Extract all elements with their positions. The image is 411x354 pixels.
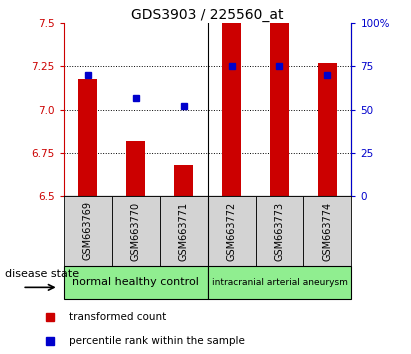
Bar [222, 23, 241, 196]
Bar [208, 266, 351, 299]
Bar [126, 141, 145, 196]
Text: GSM663771: GSM663771 [179, 201, 189, 261]
Bar [256, 196, 303, 266]
Bar [64, 196, 112, 266]
Text: GSM663774: GSM663774 [323, 201, 332, 261]
Bar [78, 79, 97, 196]
Bar [112, 196, 159, 266]
Text: disease state: disease state [5, 269, 79, 279]
Bar [303, 196, 351, 266]
Text: transformed count: transformed count [69, 312, 166, 322]
Bar [174, 165, 193, 196]
Text: intracranial arterial aneurysm: intracranial arterial aneurysm [212, 278, 347, 287]
Text: percentile rank within the sample: percentile rank within the sample [69, 336, 245, 346]
Bar [64, 266, 208, 299]
Text: normal healthy control: normal healthy control [72, 277, 199, 287]
Bar [208, 196, 256, 266]
Text: GSM663769: GSM663769 [83, 201, 92, 261]
Title: GDS3903 / 225560_at: GDS3903 / 225560_at [131, 8, 284, 22]
Text: GSM663770: GSM663770 [131, 201, 141, 261]
Bar [159, 196, 208, 266]
Text: GSM663772: GSM663772 [226, 201, 236, 261]
Bar [318, 63, 337, 196]
Bar [270, 23, 289, 196]
Text: GSM663773: GSM663773 [275, 201, 284, 261]
